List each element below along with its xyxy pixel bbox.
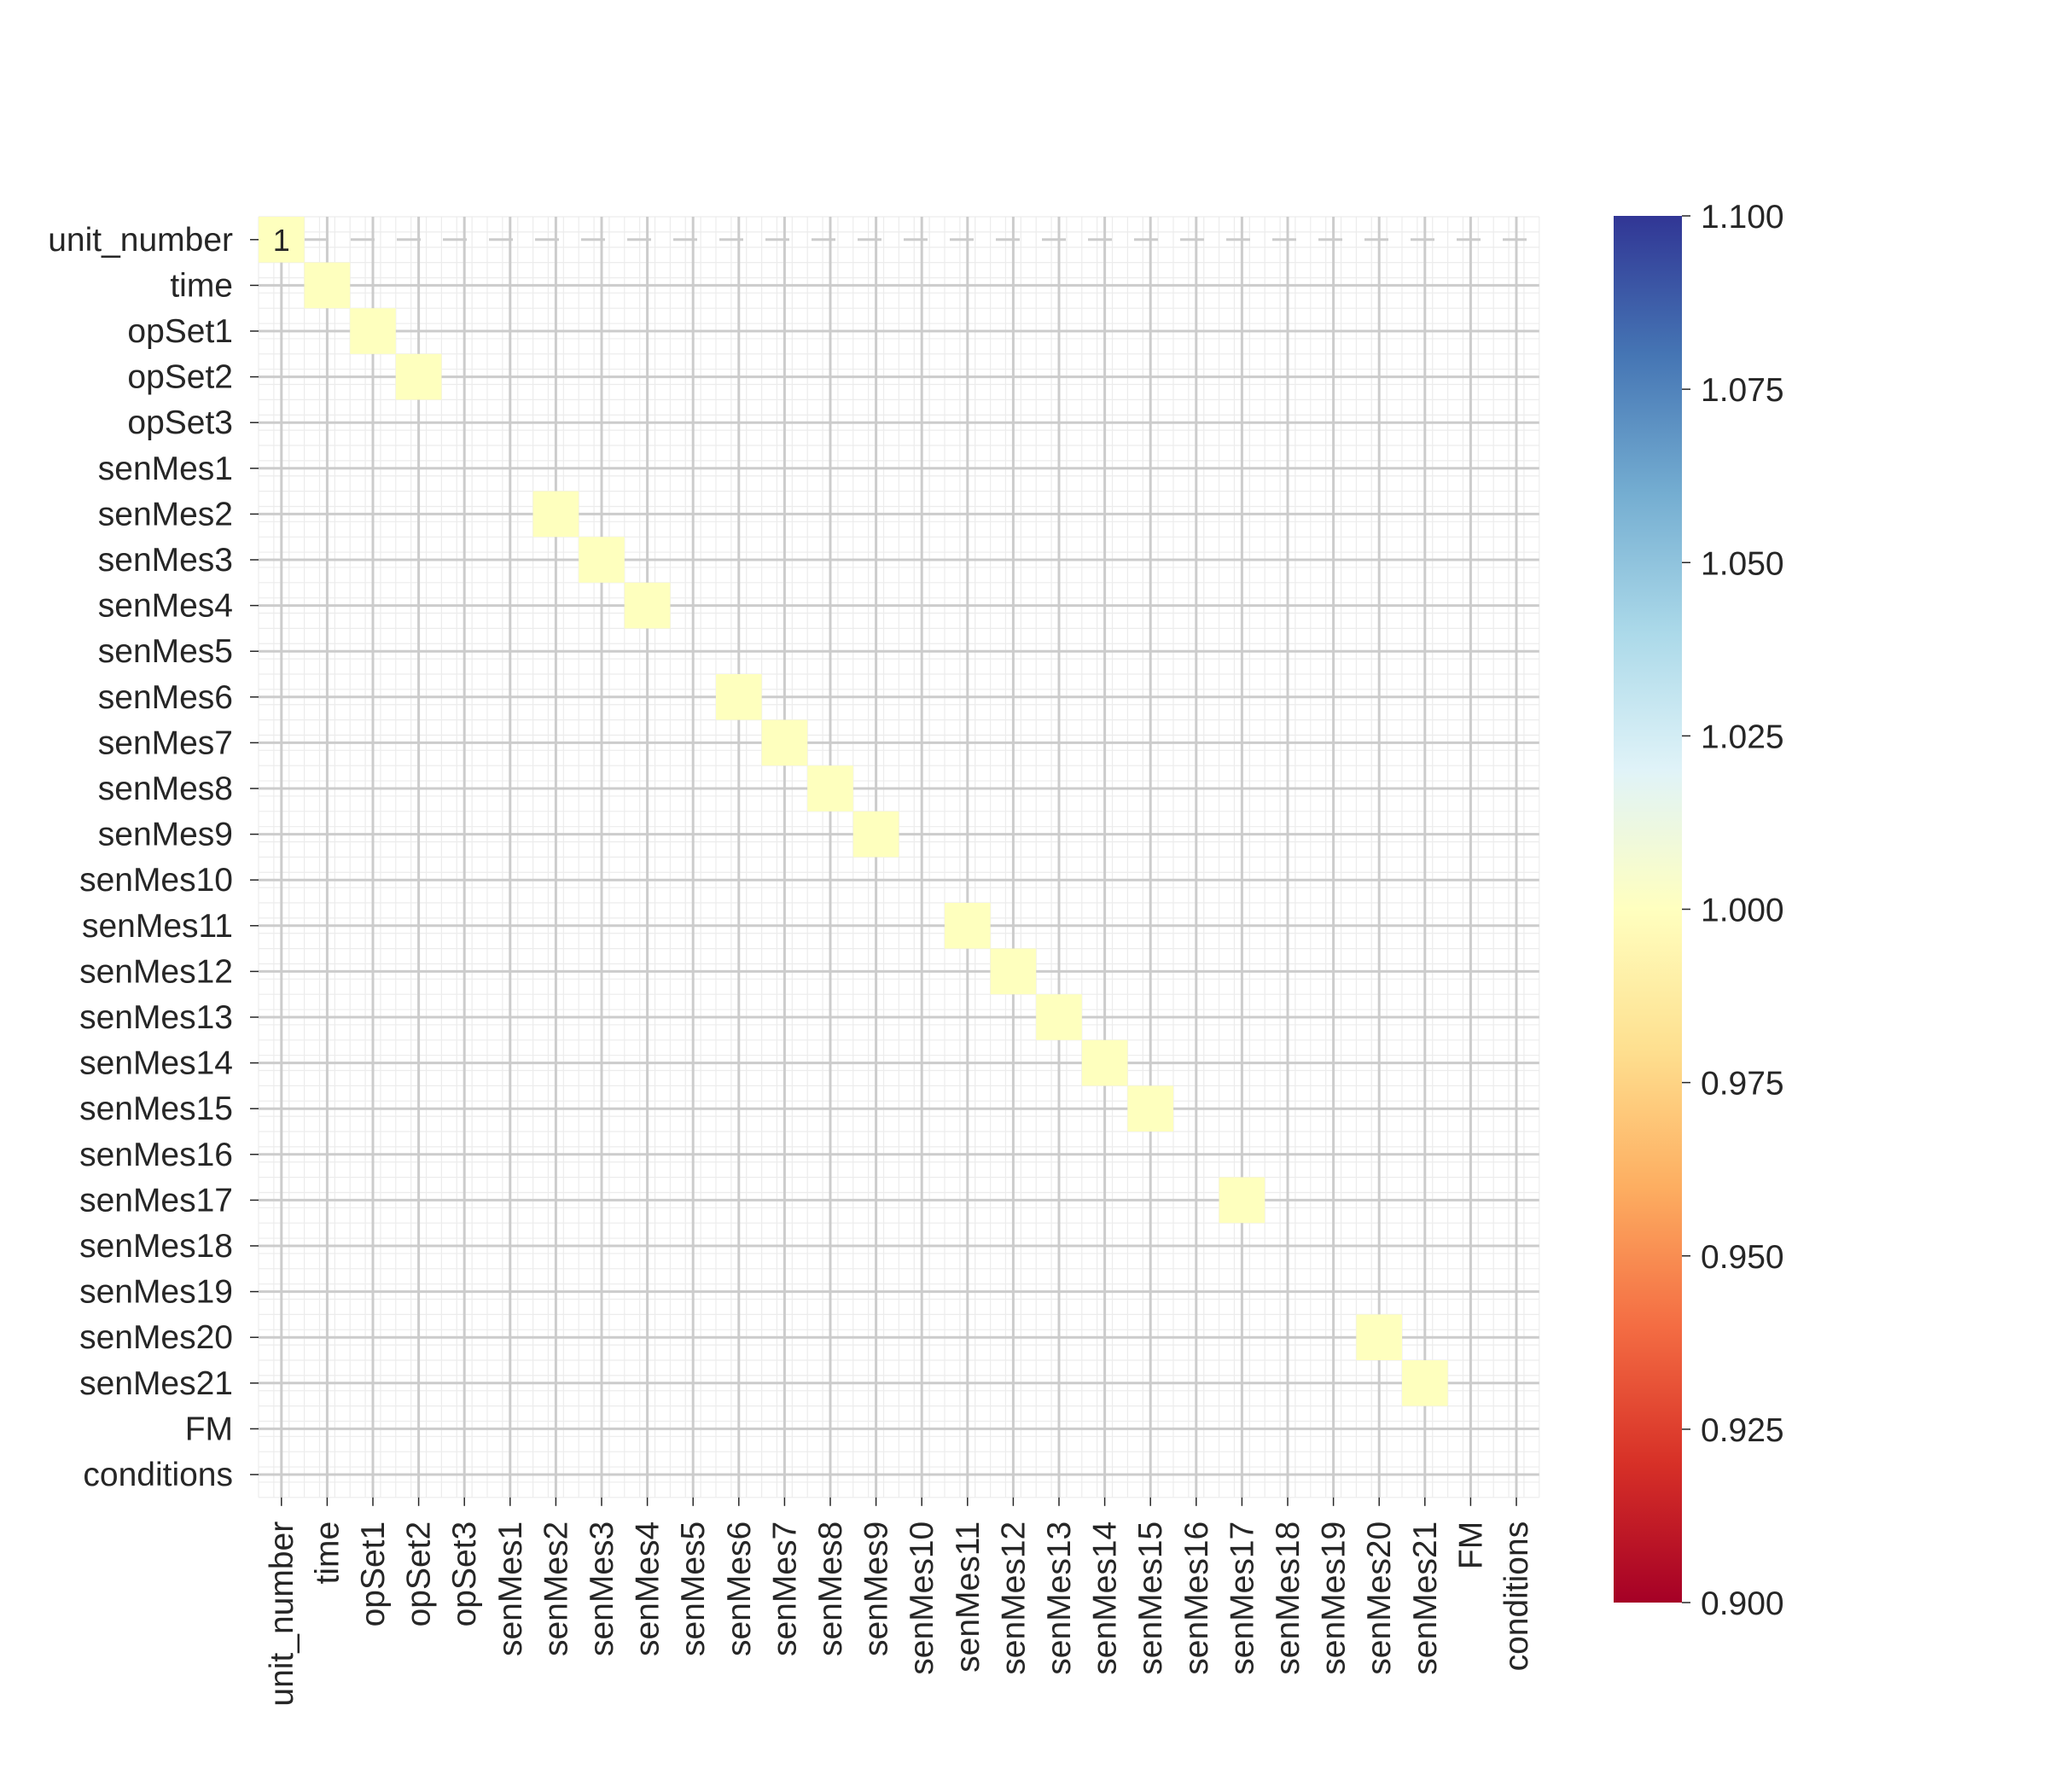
y-tick-label: senMes6	[98, 679, 233, 716]
y-tick-label: senMes5	[98, 633, 233, 670]
y-tick-label: time	[170, 267, 233, 304]
heatmap-cell	[1219, 1177, 1265, 1224]
y-tick-label: senMes4	[98, 588, 233, 625]
x-tick-label: opSet1	[355, 1521, 392, 1627]
colorbar-tick-label: 1.100	[1701, 199, 1784, 236]
x-tick-label: senMes16	[1178, 1521, 1215, 1675]
y-tick-label: senMes16	[79, 1137, 233, 1173]
y-tick-label: senMes15	[79, 1091, 233, 1127]
x-tick-label: senMes13	[1041, 1521, 1078, 1675]
x-tick-label: senMes9	[858, 1521, 895, 1656]
x-tick-label: senMes7	[766, 1521, 803, 1656]
x-tick-label: senMes5	[675, 1521, 712, 1656]
y-tick-label: senMes10	[79, 862, 233, 899]
y-tick-label: senMes20	[79, 1319, 233, 1356]
x-tick-label: senMes10	[904, 1521, 940, 1675]
heatmap-cell	[304, 262, 351, 309]
colorbar-tick-label: 1.000	[1701, 893, 1784, 929]
heatmap-cell	[807, 765, 853, 812]
y-tick-label: senMes18	[79, 1228, 233, 1265]
y-tick-label: FM	[185, 1411, 233, 1447]
y-tick-label: senMes8	[98, 771, 233, 807]
x-tick-label: senMes8	[812, 1521, 849, 1656]
heatmap-cell	[259, 217, 305, 263]
heatmap-cell	[761, 719, 808, 766]
heatmap-cell	[1356, 1314, 1402, 1360]
x-tick-label: opSet2	[401, 1521, 438, 1627]
y-tick-label: opSet1	[127, 313, 233, 350]
y-tick-label: senMes21	[79, 1365, 233, 1402]
heatmap-cell	[1036, 994, 1082, 1040]
column-labels: unit_number time opSet1 opSet2 opSet3 senMes1…	[264, 1497, 1535, 1707]
colorbar: 0.900 0.925 0.950 0.975 1.000 1.025 1.050 1.075…	[1614, 199, 1784, 1622]
y-tick-label: senMes9	[98, 817, 233, 853]
heatmap-cell	[990, 948, 1037, 995]
x-tick-label: time	[309, 1521, 346, 1585]
heatmap-cell	[1402, 1360, 1448, 1406]
x-tick-label: senMes17	[1224, 1521, 1260, 1675]
x-tick-label: senMes18	[1270, 1521, 1306, 1675]
heatmap-cell	[579, 537, 625, 583]
y-tick-label: senMes17	[79, 1182, 233, 1219]
heatmap-cell	[624, 582, 671, 629]
x-tick-label: senMes15	[1132, 1521, 1169, 1675]
x-tick-label: conditions	[1498, 1521, 1535, 1672]
y-tick-label: opSet2	[127, 359, 233, 396]
heatmap-cell	[716, 674, 762, 720]
x-tick-label: senMes14	[1087, 1521, 1124, 1675]
heatmap-cell	[852, 811, 899, 858]
y-tick-label: senMes19	[79, 1274, 233, 1311]
x-tick-label: senMes2	[538, 1521, 574, 1656]
x-tick-label: senMes19	[1316, 1521, 1353, 1675]
x-tick-label: senMes20	[1361, 1521, 1398, 1675]
colorbar-tick-label: 0.925	[1701, 1412, 1784, 1449]
y-tick-label: senMes13	[79, 999, 233, 1036]
x-tick-label: FM	[1452, 1521, 1489, 1569]
heatmap-cell	[1127, 1085, 1173, 1132]
x-tick-label: senMes11	[950, 1521, 986, 1673]
x-tick-label: senMes1	[492, 1521, 529, 1656]
y-tick-label: senMes3	[98, 542, 233, 579]
y-tick-label: senMes12	[79, 953, 233, 990]
y-tick-label: senMes14	[79, 1045, 233, 1082]
x-tick-label: senMes21	[1407, 1521, 1444, 1675]
colorbar-tick-label: 1.050	[1701, 545, 1784, 582]
y-tick-label: opSet3	[127, 404, 233, 441]
cell-annotation: 1	[273, 223, 290, 258]
colorbar-tick-label: 0.975	[1701, 1066, 1784, 1103]
x-tick-label: senMes3	[584, 1521, 620, 1656]
y-tick-label: senMes11	[82, 908, 233, 945]
colorbar-tick-label: 1.025	[1701, 719, 1784, 755]
heatmap-grid	[258, 216, 1540, 1498]
heatmap-cell	[945, 903, 991, 949]
heatmap-cells: 1	[259, 217, 1448, 1406]
colorbar-tick-label: 0.950	[1701, 1239, 1784, 1276]
colorbar-gradient	[1614, 216, 1682, 1603]
heatmap-cell	[350, 308, 396, 354]
heatmap-cell	[532, 491, 579, 538]
x-tick-label: senMes4	[630, 1521, 666, 1656]
colorbar-tick-label: 1.075	[1701, 372, 1784, 409]
y-tick-label: unit_number	[48, 222, 233, 259]
colorbar-tick-label: 0.900	[1701, 1585, 1784, 1622]
x-tick-label: senMes12	[995, 1521, 1032, 1675]
x-tick-label: senMes6	[721, 1521, 758, 1656]
y-tick-label: senMes7	[98, 724, 233, 761]
heatmap-cell	[395, 353, 442, 400]
x-tick-label: unit_number	[264, 1521, 300, 1707]
x-tick-label: opSet3	[446, 1521, 483, 1627]
y-tick-label: senMes1	[98, 451, 233, 487]
y-tick-label: senMes2	[98, 496, 233, 532]
heatmap-cell	[1081, 1039, 1128, 1086]
y-tick-label: conditions	[83, 1457, 233, 1493]
